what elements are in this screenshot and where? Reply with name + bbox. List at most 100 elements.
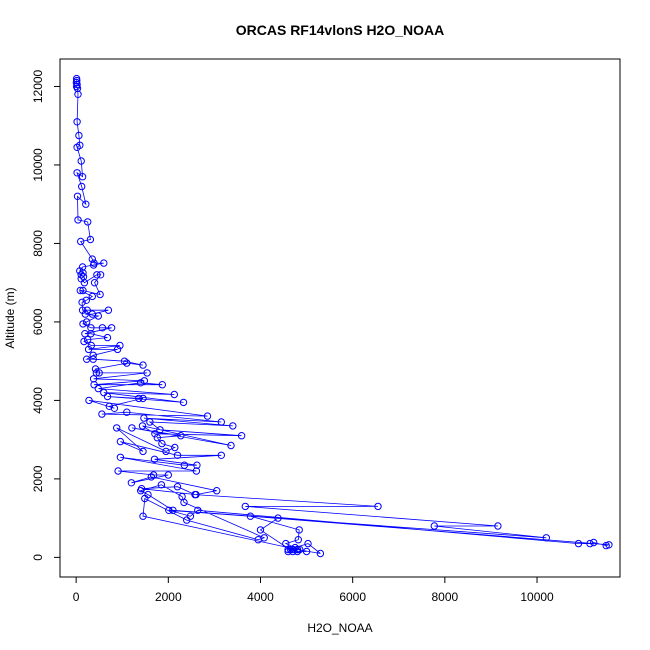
data-point [74,90,82,99]
data-point [103,333,112,342]
data-point [116,453,125,461]
data-point [77,237,85,246]
data-point [192,467,201,475]
data-point [78,173,87,181]
data-point [494,522,502,530]
data-point [286,545,295,554]
data-point [73,169,81,177]
data-point [180,461,189,469]
data-point [149,471,158,479]
x-tick-label: 0 [73,590,80,604]
data-point [128,424,136,432]
data-point [289,547,297,556]
data-point [256,526,265,534]
y-tick-label: 10000 [31,148,45,182]
data-point [147,473,156,481]
data-point [78,298,86,306]
data-point [374,502,382,511]
data-point [165,506,173,514]
data-point [158,381,167,389]
data-point [430,522,438,530]
data-point [153,434,162,442]
plot-frame [59,58,621,578]
data-point [140,414,148,422]
data-point [94,384,103,393]
data-point [77,271,85,279]
data-point [82,200,90,208]
data-point [193,461,201,469]
data-point [90,279,99,287]
data-point [78,182,86,191]
data-point [77,157,85,165]
data-point [93,271,101,279]
data-point [90,381,98,389]
data-point [91,365,100,373]
data-point [164,471,173,479]
data-point [296,545,304,554]
data-point [79,320,87,328]
data-point [179,398,188,407]
data-point [294,536,302,544]
data-point [173,451,182,459]
data-point [274,514,282,522]
data-point [81,310,90,318]
data-point [586,539,594,548]
data-point [150,455,159,463]
data-point [83,318,91,326]
data-point [605,541,613,549]
data-point [138,422,147,430]
data-point [113,345,122,354]
x-tick-label: 2000 [155,590,182,604]
data-point [241,502,250,511]
data-point [75,131,83,140]
x-tick-label: 8000 [432,590,459,604]
data-point [116,341,124,350]
data-point [73,143,81,152]
data-point [158,439,166,448]
data-point [284,545,292,554]
data-point [169,506,177,514]
data-point [73,118,81,126]
data-point [80,279,89,287]
data-point [89,351,97,359]
data-point [177,432,185,440]
data-point [104,306,113,314]
data-point [110,404,119,412]
data-point [88,292,97,301]
y-tick-label: 2000 [31,465,45,492]
data-point [162,447,170,456]
data-point [113,424,121,432]
data-point [156,426,164,434]
data-point [84,218,92,226]
data-point [246,512,255,520]
data-point [186,512,195,520]
data-point [114,467,122,475]
data-point [94,312,103,320]
data-point [139,394,147,403]
data-point [82,296,91,304]
data-point [139,512,147,520]
data-point [229,422,237,430]
data-point [254,536,262,544]
y-axis: 0 2000 4000 6000 8000 10000 12000 [31,69,60,561]
data-point [85,396,93,405]
data-point [137,487,145,495]
data-point [103,392,112,401]
data-point [98,410,106,418]
data-point [120,357,129,365]
data-point [293,547,302,556]
data-point [83,306,91,314]
data-point [217,418,226,426]
data-point [89,261,98,269]
data-point [87,330,95,338]
data-point [140,377,149,385]
series-layer [72,74,613,558]
data-point [191,490,199,499]
data-point [84,335,92,344]
data-point [183,516,191,524]
data-point [289,545,297,554]
data-point [100,259,108,267]
data-point [143,369,151,377]
